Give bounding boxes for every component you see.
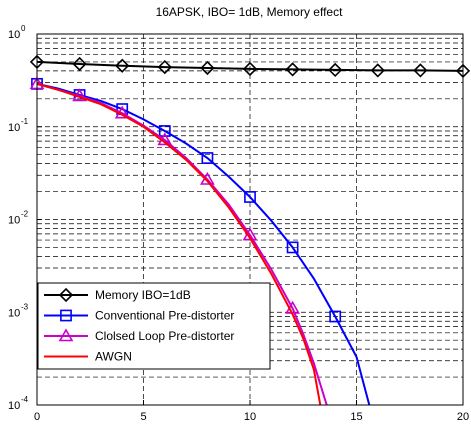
series-1-marker <box>286 241 299 254</box>
y-tick-label-base: 10 <box>8 307 20 319</box>
series-0 <box>29 54 471 79</box>
series-0-marker <box>242 61 258 77</box>
y-tick-label-exponent: -4 <box>21 395 29 404</box>
series-0-line <box>36 60 464 72</box>
chart-title: 16APSK, IBO= 1dB, Memory effect <box>156 5 344 19</box>
legend-label: AWGN <box>95 350 132 364</box>
legend-item-0: Memory IBO=1dB <box>44 287 191 303</box>
legend-swatch-marker <box>60 309 72 322</box>
legend-swatch-marker <box>58 287 74 303</box>
y-tick-label-base: 10 <box>8 215 20 227</box>
series-1-marker <box>201 152 214 164</box>
series-3-line <box>36 82 322 406</box>
y-tick-label-exponent: -3 <box>21 302 29 311</box>
x-tick-label: 10 <box>244 411 256 423</box>
legend-item-3: AWGN <box>44 350 132 364</box>
series-1-line <box>36 82 371 406</box>
x-tick-label: 5 <box>140 411 146 423</box>
series-1-marker <box>158 125 171 137</box>
legend-label: Memory IBO=1dB <box>95 288 191 302</box>
series-0-marker <box>115 58 130 73</box>
x-tick-label: 0 <box>34 411 40 423</box>
legend-swatch-marker <box>58 328 74 342</box>
series-0-marker <box>328 62 343 78</box>
y-tick-label-exponent: -1 <box>21 117 29 126</box>
series-layer <box>29 54 471 406</box>
y-tick-label-exponent: 0 <box>21 24 26 33</box>
series-1-marker <box>329 310 342 323</box>
legend-label: Clolsed Loop Pre-distorter <box>95 329 234 343</box>
legend-box <box>37 282 271 370</box>
legend-label: Conventional Pre-distorter <box>95 309 234 323</box>
legend: Memory IBO=1dB Conventional Pre-distorter… <box>37 282 271 370</box>
series-0-marker <box>285 62 300 77</box>
x-tick-label: 15 <box>350 411 362 423</box>
y-tick-label-base: 10 <box>8 29 20 41</box>
y-tick-label-base: 10 <box>8 122 20 134</box>
series-0-marker <box>413 63 428 78</box>
y-tick-label-base: 10 <box>8 400 20 412</box>
series-0-marker <box>370 63 385 78</box>
series-0-marker <box>72 56 87 72</box>
series-1-marker <box>244 191 256 203</box>
y-tick-label-exponent: -2 <box>21 210 29 219</box>
legend-item-2: Clolsed Loop Pre-distorter <box>44 328 234 343</box>
legend-item-1: Conventional Pre-distorter <box>44 309 234 323</box>
x-tick-labels: 0 5 10 15 20 <box>34 400 469 423</box>
x-tick-label: 20 <box>457 411 469 423</box>
series-0-marker <box>200 60 215 76</box>
series-0-marker <box>157 59 172 75</box>
series-3 <box>36 82 322 406</box>
